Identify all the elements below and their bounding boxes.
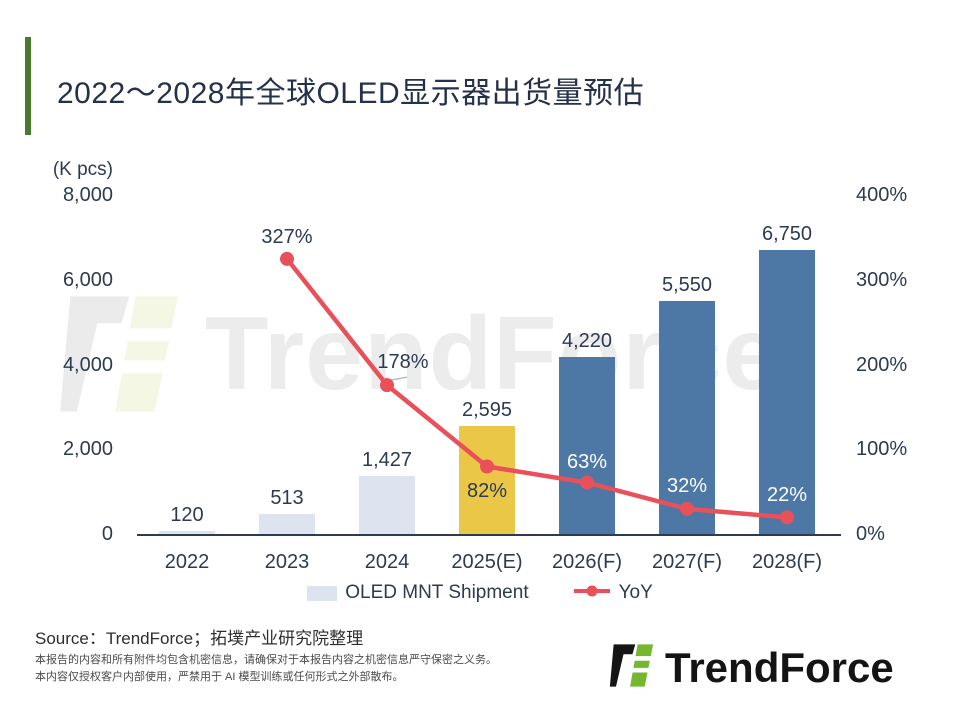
bar-2022 — [159, 530, 215, 536]
chart-legend: OLED MNT Shipment YoY — [0, 582, 960, 604]
bar-value-label-2022: 120 — [170, 503, 204, 526]
yoy-point-2028(F) — [780, 510, 794, 525]
bar-2023 — [259, 514, 315, 536]
bar-value-label-2023: 513 — [270, 487, 304, 510]
yoy-value-label-2023: 327% — [261, 225, 313, 248]
yoy-legend-icon — [573, 585, 610, 596]
y-axis-tick-left-0: 0 — [101, 523, 113, 545]
trendforce-logo-icon — [608, 642, 655, 694]
bar-value-label-2027(F): 5,550 — [661, 273, 713, 296]
bar-2025(E) — [459, 426, 515, 536]
legend-label-shipment: OLED MNT Shipment — [345, 582, 529, 603]
yoy-point-2023 — [280, 251, 294, 266]
legend-item-shipment: OLED MNT Shipment — [307, 582, 529, 604]
y-axis-tick-right-0: 0% — [856, 523, 885, 545]
bar-2026(F) — [559, 357, 615, 536]
y-axis-tick-right-300: 300% — [856, 268, 908, 291]
bar-series-swatch-icon — [307, 585, 338, 601]
page-title: 2022～2028年全球OLED显示器出货量预估 — [57, 77, 645, 110]
bar-2027(F) — [659, 300, 715, 536]
legend-item-yoy: YoY — [573, 582, 653, 604]
bar-value-label-2024: 1,427 — [361, 448, 413, 471]
bar-value-label-2028(F): 6,750 — [761, 222, 813, 245]
yoy-point-2026(F) — [580, 475, 594, 490]
x-axis-label-2024: 2024 — [364, 551, 410, 573]
y-axis-tick-right-100: 100% — [856, 438, 908, 461]
disclaimer-line-1: 本报告的内容和所有附件均包含机密信息，请确保对于本报告内容之机密信息严守保密之义… — [35, 654, 497, 666]
bar-2028(F) — [759, 249, 815, 536]
trendforce-logo-text: TrendForce — [665, 644, 894, 691]
yoy-point-2025(E) — [480, 459, 494, 474]
yoy-value-label-2027(F): 32% — [666, 474, 708, 497]
x-axis-label-2025(E): 2025(E) — [451, 551, 523, 573]
line-series-marker-icon — [573, 583, 611, 604]
title-accent-bar — [25, 37, 31, 135]
trendforce-logo: TrendForce — [608, 642, 894, 694]
trendforce-icon — [60, 296, 181, 412]
bar-value-label-2025(E): 2,595 — [461, 399, 513, 422]
x-axis-label-2026(F): 2026(F) — [551, 551, 623, 573]
x-axis-label-2027(F): 2027(F) — [651, 551, 723, 573]
yoy-value-label-2025(E): 82% — [466, 479, 508, 502]
source-note: Source：TrendForce；拓墣产业研究院整理 — [35, 629, 364, 648]
y-axis-tick-left-6000: 6,000 — [62, 268, 113, 291]
y-axis-tick-left-2000: 2,000 — [62, 438, 113, 461]
y-axis-unit-label: (K pcs) — [52, 159, 113, 180]
y-axis-tick-left-4000: 4,000 — [62, 353, 113, 376]
legend-label-yoy: YoY — [618, 582, 653, 603]
yoy-point-2027(F) — [680, 501, 694, 516]
yoy-value-label-2028(F): 22% — [766, 484, 808, 507]
y-axis-tick-left-8000: 8,000 — [62, 184, 113, 206]
y-axis-tick-right-400: 400% — [856, 184, 908, 206]
bar-2024 — [359, 475, 415, 536]
trendforce-icon — [609, 644, 655, 687]
y-axis-tick-right-200: 200% — [856, 353, 908, 376]
x-axis-label-2023: 2023 — [264, 551, 310, 573]
bar-value-label-2026(F): 4,220 — [561, 330, 613, 353]
x-axis-label-2028(F): 2028(F) — [751, 551, 823, 573]
yoy-value-label-2026(F): 63% — [566, 450, 608, 473]
yoy-value-label-2024: 178% — [377, 351, 429, 374]
x-axis-line — [137, 534, 841, 536]
x-axis-label-2022: 2022 — [164, 551, 210, 573]
disclaimer-line-2: 本内容仅授权客户内部使用，严禁用于 AI 模型训练或任何形式之外部散布。 — [35, 671, 404, 684]
yoy-point-2024 — [380, 378, 394, 393]
disclaimer: 本报告的内容和所有附件均包含机密信息，请确保对于本报告内容之机密信息严守保密之义… — [35, 652, 497, 686]
